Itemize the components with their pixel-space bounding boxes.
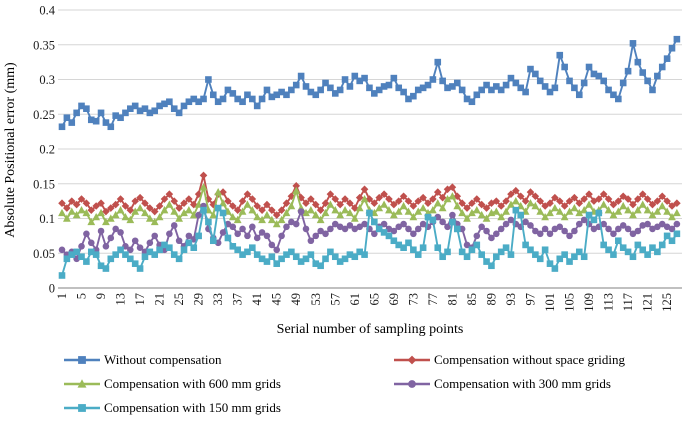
svg-text:93: 93	[504, 293, 518, 306]
svg-text:73: 73	[406, 293, 420, 306]
circle-marker-icon	[394, 380, 430, 388]
svg-text:125: 125	[660, 293, 674, 312]
svg-text:97: 97	[523, 293, 537, 306]
svg-text:121: 121	[641, 293, 655, 312]
legend-item-compensation-with-600-mm-grids: Compensation with 600 mm grids	[63, 374, 393, 394]
svg-text:13: 13	[114, 293, 128, 306]
legend-label: Compensation with 300 mm grids	[434, 376, 611, 391]
svg-text:117: 117	[621, 293, 635, 311]
axis-tick-labels: 0 0.05 0.1 0.15 0.2 0.25 0.3 0.35 0.4 1 5 9 13 17 21 25…	[33, 4, 674, 312]
svg-text:9: 9	[94, 293, 108, 299]
svg-text:0.05: 0.05	[33, 247, 55, 261]
legend-item-compensation-without-space-griding: Compensation without space griding	[393, 350, 678, 370]
svg-text:17: 17	[133, 293, 147, 306]
y-axis-title: Absolute Positional error (mm)	[3, 62, 18, 238]
svg-text:85: 85	[465, 293, 479, 306]
legend-item-compensation-with-150-mm-grids: Compensation with 150 mm grids	[63, 398, 393, 418]
svg-text:0.1: 0.1	[39, 212, 55, 226]
svg-text:105: 105	[563, 293, 577, 312]
svg-text:21: 21	[153, 293, 167, 306]
x-axis-title: Serial number of sampling points	[276, 322, 464, 337]
legend-item-without-compensation: Without compensation	[63, 350, 393, 370]
svg-text:53: 53	[309, 293, 323, 306]
svg-text:5: 5	[75, 293, 89, 299]
square-marker-icon	[64, 404, 100, 412]
svg-text:0.15: 0.15	[33, 177, 55, 191]
legend-label: Compensation without space griding	[434, 352, 626, 367]
svg-text:0.3: 0.3	[39, 73, 55, 87]
svg-text:0.25: 0.25	[33, 108, 55, 122]
svg-text:0.4: 0.4	[39, 4, 55, 18]
svg-text:25: 25	[172, 293, 186, 306]
svg-text:109: 109	[582, 293, 596, 312]
series-without-compensation	[58, 35, 681, 131]
svg-text:41: 41	[250, 293, 264, 306]
svg-text:77: 77	[426, 293, 440, 306]
svg-text:0: 0	[49, 282, 55, 296]
svg-text:69: 69	[387, 293, 401, 306]
legend-label: Without compensation	[104, 352, 222, 367]
svg-text:101: 101	[543, 293, 557, 312]
svg-text:0.2: 0.2	[39, 143, 55, 157]
svg-text:57: 57	[328, 293, 342, 306]
svg-text:65: 65	[367, 293, 381, 306]
svg-text:29: 29	[192, 293, 206, 306]
svg-text:61: 61	[348, 293, 362, 306]
legend-label: Compensation with 150 mm grids	[104, 400, 281, 415]
svg-text:0.35: 0.35	[33, 38, 55, 52]
svg-text:45: 45	[270, 293, 284, 306]
svg-text:49: 49	[289, 293, 303, 306]
legend: Without compensation Compensation without…	[63, 350, 678, 418]
triangle-marker-icon	[64, 379, 100, 388]
data-series	[58, 35, 681, 279]
legend-item-compensation-with-300-mm-grids: Compensation with 300 mm grids	[393, 374, 678, 394]
diamond-marker-icon	[394, 355, 430, 365]
legend-label: Compensation with 600 mm grids	[104, 376, 281, 391]
svg-text:89: 89	[484, 293, 498, 306]
series-compensation-without-space-griding	[58, 171, 681, 219]
svg-text:1: 1	[55, 293, 69, 299]
series-compensation-with-150-mm-grids	[58, 204, 681, 279]
svg-text:113: 113	[602, 293, 616, 311]
svg-text:81: 81	[445, 293, 459, 306]
square-marker-icon	[64, 356, 100, 364]
plot-svg: 0 0.05 0.1 0.15 0.2 0.25 0.3 0.35 0.4 1 5 9 13 17 21 25…	[33, 4, 682, 312]
svg-text:37: 37	[231, 293, 245, 306]
svg-text:33: 33	[211, 293, 225, 306]
